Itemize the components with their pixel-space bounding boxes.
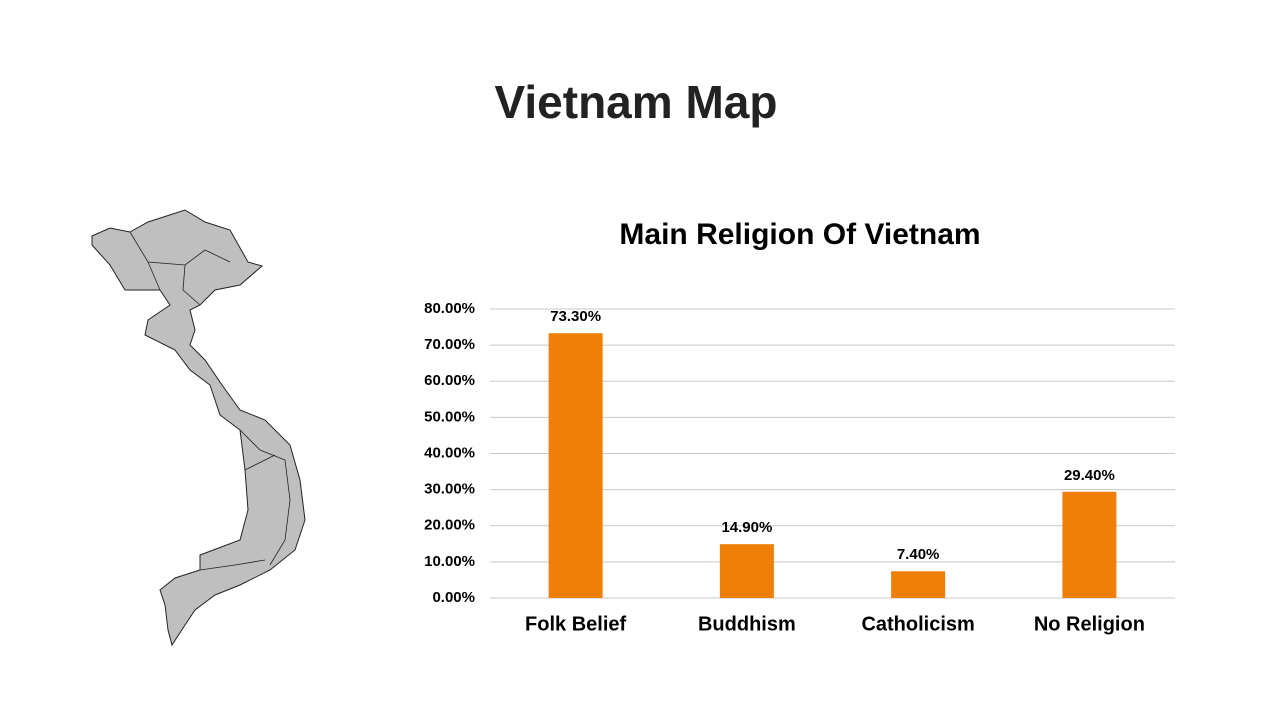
y-tick-label: 30.00% xyxy=(424,481,475,498)
map-shape xyxy=(91,209,306,647)
bar xyxy=(719,544,774,598)
vietnam-map xyxy=(91,209,306,647)
data-label: 7.40% xyxy=(897,546,940,563)
bar xyxy=(891,571,946,598)
x-tick-label: Folk Belief xyxy=(525,613,626,635)
y-tick-label: 60.00% xyxy=(424,372,475,389)
y-tick-label: 20.00% xyxy=(424,517,475,534)
y-tick-label: 40.00% xyxy=(424,444,475,461)
data-label: 29.40% xyxy=(1064,467,1115,484)
chart-title: Main Religion Of Vietnam xyxy=(619,218,980,251)
y-tick-label: 50.00% xyxy=(424,408,475,425)
slide-title: Vietnam Map xyxy=(495,76,778,128)
x-tick-label: Catholicism xyxy=(861,613,974,635)
x-tick-label: Buddhism xyxy=(698,613,796,635)
y-tick-label: 0.00% xyxy=(432,589,475,606)
data-label: 73.30% xyxy=(550,308,601,325)
y-tick-label: 80.00% xyxy=(424,300,475,317)
y-tick-label: 10.00% xyxy=(424,553,475,570)
bar xyxy=(548,333,603,598)
chart: 0.00% 10.00% 20.00% 30.00% 40.00% 50.00% 60.00… xyxy=(424,300,1175,635)
x-tick-label: No Religion xyxy=(1034,613,1145,635)
data-label: 14.90% xyxy=(721,519,772,536)
y-tick-label: 70.00% xyxy=(424,336,475,353)
map-borders xyxy=(129,231,291,571)
bar xyxy=(1062,491,1117,598)
